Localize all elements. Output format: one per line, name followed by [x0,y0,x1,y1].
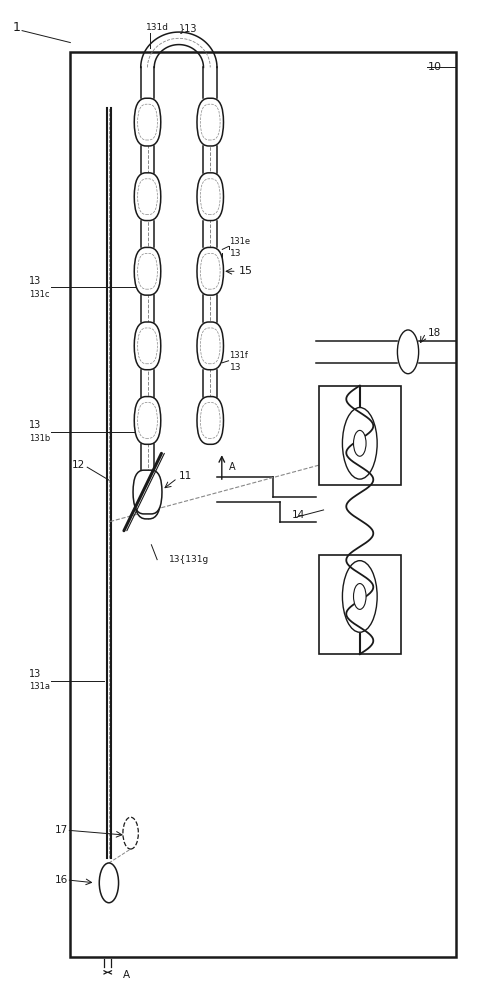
FancyBboxPatch shape [197,397,224,444]
FancyBboxPatch shape [197,247,224,295]
FancyBboxPatch shape [134,98,161,146]
Text: A: A [123,970,130,980]
FancyBboxPatch shape [134,397,161,444]
Bar [319,555,401,654]
Circle shape [353,584,366,609]
Text: 131a: 131a [29,682,50,691]
Text: 15: 15 [239,266,253,276]
FancyBboxPatch shape [134,247,161,295]
Text: 13: 13 [29,276,41,286]
Circle shape [123,817,138,849]
Text: 17: 17 [55,825,68,835]
Text: 1: 1 [12,21,20,34]
Text: 131d: 131d [145,23,169,32]
Circle shape [353,430,366,456]
Text: 13: 13 [229,363,241,372]
Text: }13: }13 [179,23,197,33]
FancyBboxPatch shape [134,173,161,221]
Text: 131e: 131e [229,237,251,246]
Text: 131c: 131c [29,290,50,299]
Text: 16: 16 [55,875,68,885]
FancyBboxPatch shape [197,322,224,370]
Circle shape [99,863,119,903]
Bar [70,52,456,957]
FancyBboxPatch shape [197,173,224,221]
Text: 19: 19 [382,604,395,614]
Text: 13: 13 [29,669,41,679]
FancyBboxPatch shape [134,471,161,519]
Text: 10: 10 [427,62,441,72]
Text: 131f: 131f [229,351,248,360]
Text: 13: 13 [29,420,41,430]
Circle shape [397,330,419,374]
FancyBboxPatch shape [133,470,162,514]
Text: 11: 11 [179,471,192,481]
Text: 18: 18 [427,328,441,338]
Text: A: A [229,462,236,472]
Text: 12: 12 [72,460,85,470]
Bar [319,386,401,485]
Text: 14: 14 [292,510,305,520]
Text: 131b: 131b [29,434,51,443]
FancyBboxPatch shape [134,322,161,370]
Text: 13: 13 [229,249,241,258]
Circle shape [343,408,377,479]
FancyBboxPatch shape [197,98,224,146]
Text: 13{131g: 13{131g [169,555,209,564]
Circle shape [343,561,377,632]
